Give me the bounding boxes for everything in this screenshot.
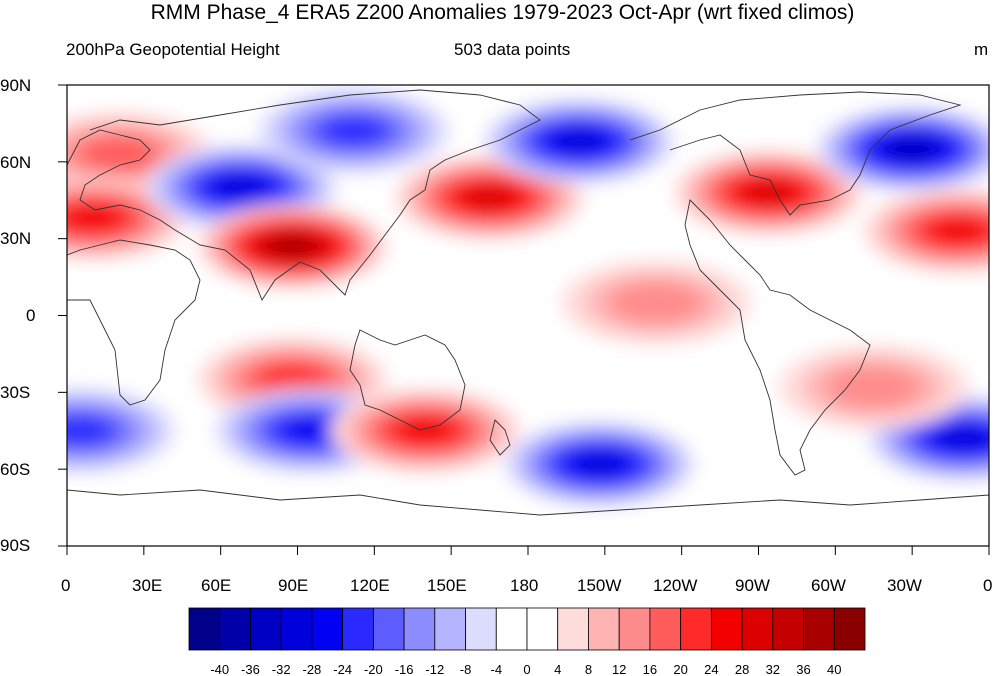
colorbar-swatch (772, 607, 804, 651)
lon-label-0-right: 0 (983, 576, 993, 595)
colorbar-label: -32 (272, 662, 291, 676)
colorbar-swatch (403, 607, 436, 651)
colorbar-label: -16 (395, 662, 414, 676)
lon-label-120w: 120W (653, 576, 698, 595)
lon-label-150w: 150W (577, 576, 622, 595)
lat-label-30n: 30N (0, 229, 32, 248)
anomaly-center-3 (273, 237, 312, 255)
lon-label-150e: 150E (427, 576, 467, 595)
colorbar-label: -36 (241, 662, 260, 676)
anomaly-center-2 (217, 176, 265, 198)
colorbar-swatch (618, 607, 651, 651)
anomaly-center-10 (260, 365, 325, 394)
colorbar-swatch (342, 607, 374, 651)
colorbar-label: -4 (490, 662, 502, 676)
anomaly-center-13 (575, 453, 624, 475)
colorbar-swatch (526, 607, 559, 651)
colorbar-swatch (741, 607, 774, 651)
lon-label-0-left: 0 (61, 576, 71, 595)
anomaly-center-9 (931, 218, 986, 243)
anomaly-center-4 (322, 117, 386, 146)
colorbar-label: -40 (210, 662, 229, 676)
colorbar-swatch (680, 607, 712, 651)
colorbar-swatch (250, 607, 282, 651)
anomaly-center-5 (465, 187, 514, 209)
lon-label-180: 180 (510, 576, 539, 595)
anomaly-center-14 (939, 427, 988, 449)
anomaly-center-12 (398, 418, 453, 443)
colorbar-label: 40 (827, 662, 841, 676)
colorbar-swatch (557, 607, 589, 651)
lon-label-60e: 60E (201, 576, 232, 595)
lat-label-60s: 60S (0, 460, 31, 479)
lon-label-120e: 120E (350, 576, 390, 595)
colorbar-swatch (188, 607, 221, 651)
colorbar-label: -8 (460, 662, 472, 676)
colorbar-label: 16 (643, 662, 657, 676)
colorbar-swatch (803, 607, 835, 651)
colorbar-label: 20 (673, 662, 687, 676)
colorbar-swatch (495, 607, 528, 651)
colorbar-label: -24 (333, 662, 352, 676)
colorbar-label: -20 (364, 662, 383, 676)
colorbar-swatch (649, 607, 682, 651)
colorbar: -40 -36 -32 -28 -24 -20 -16 -12 -8 -4 0 4 8 12 16 20 24 2… (188, 607, 866, 676)
colorbar-label: 32 (766, 662, 780, 676)
anomaly-center-16 (608, 281, 704, 324)
lat-label-60n: 60N (0, 153, 32, 172)
colorbar-label: 36 (796, 662, 810, 676)
anomaly-center-1 (67, 206, 120, 231)
colorbar-swatch (465, 607, 497, 651)
anomaly-center-6 (555, 130, 603, 152)
coastlines (67, 89, 989, 516)
anomaly-center-8 (891, 139, 934, 159)
anomaly-center-17 (826, 366, 922, 409)
lon-label-30w: 30W (887, 576, 922, 595)
colorbar-label: 4 (554, 662, 561, 676)
colorbar-swatch (588, 607, 620, 651)
colorbar-swatch (710, 607, 743, 651)
colorbar-swatch (434, 607, 466, 651)
colorbar-swatch (219, 607, 251, 651)
colorbar-label: -12 (425, 662, 444, 676)
colorbar-label: 12 (612, 662, 626, 676)
colorbar-label: -28 (303, 662, 322, 676)
anomaly-center-15 (67, 416, 112, 445)
anomaly-center-7 (744, 182, 793, 204)
colorbar-swatch (372, 607, 405, 651)
lon-label-90e: 90E (278, 576, 309, 595)
lon-label-90w: 90W (735, 576, 770, 595)
center-subtitle: 503 data points (454, 40, 571, 59)
map-title: RMM Phase_4 ERA5 Z200 Anomalies 1979-202… (150, 1, 855, 24)
anomaly-center-0 (80, 137, 157, 171)
lat-label-0: 0 (26, 306, 36, 325)
anomaly-center-11 (283, 418, 338, 443)
lat-label-90n: 90N (0, 76, 32, 95)
lat-label-90s: 90S (0, 536, 31, 555)
units-label: m (974, 40, 989, 59)
lat-label-30s: 30S (0, 383, 31, 402)
colorbar-label: 28 (735, 662, 749, 676)
lon-label-60w: 60W (811, 576, 846, 595)
colorbar-swatch (280, 607, 313, 651)
colorbar-label: 8 (585, 662, 592, 676)
colorbar-swatch (311, 607, 344, 651)
colorbar-label: 0 (523, 662, 530, 676)
lon-label-30e: 30E (132, 576, 163, 595)
left-subtitle: 200hPa Geopotential Height (66, 40, 280, 59)
colorbar-label: 24 (704, 662, 718, 676)
colorbar-swatch (833, 607, 866, 651)
